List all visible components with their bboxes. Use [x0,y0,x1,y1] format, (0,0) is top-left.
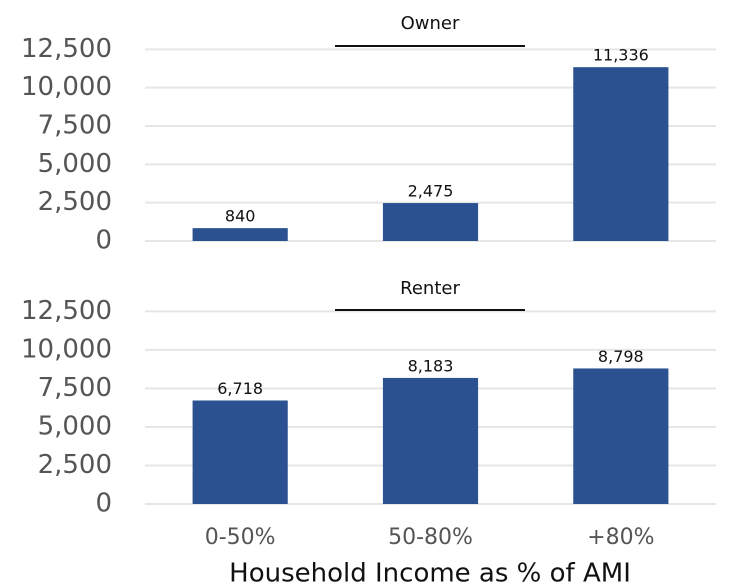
panel-title: Renter [400,278,460,299]
value-label: 840 [225,207,256,226]
y-tick-label: 0 [95,226,112,256]
value-label: 6,718 [217,379,263,398]
x-tick-label: +80% [587,525,654,550]
value-label: 11,336 [593,46,649,65]
y-tick-label: 5,000 [38,149,112,179]
value-label: 8,798 [598,347,644,366]
y-tick-label: 5,000 [38,411,112,441]
x-tick-label: 50-80% [388,525,473,550]
bar [192,400,288,504]
y-tick-label: 2,500 [38,187,112,217]
panel-title: Owner [401,13,460,34]
x-tick-label: 0-50% [205,525,276,550]
y-tick-label: 12,500 [21,296,112,326]
y-tick-label: 7,500 [38,373,112,403]
x-axis-label: Household Income as % of AMI [229,559,631,587]
y-tick-label: 10,000 [21,334,112,364]
y-tick-label: 0 [95,489,112,519]
bar [573,368,669,504]
y-tick-label: 12,500 [21,34,112,64]
y-tick-label: 10,000 [21,72,112,102]
bar [382,203,479,241]
bar [573,67,669,241]
y-tick-label: 2,500 [38,450,112,480]
bar [192,228,288,241]
value-label: 2,475 [408,182,454,201]
bar [382,377,479,504]
y-tick-label: 7,500 [38,111,112,141]
value-label: 8,183 [408,356,454,375]
